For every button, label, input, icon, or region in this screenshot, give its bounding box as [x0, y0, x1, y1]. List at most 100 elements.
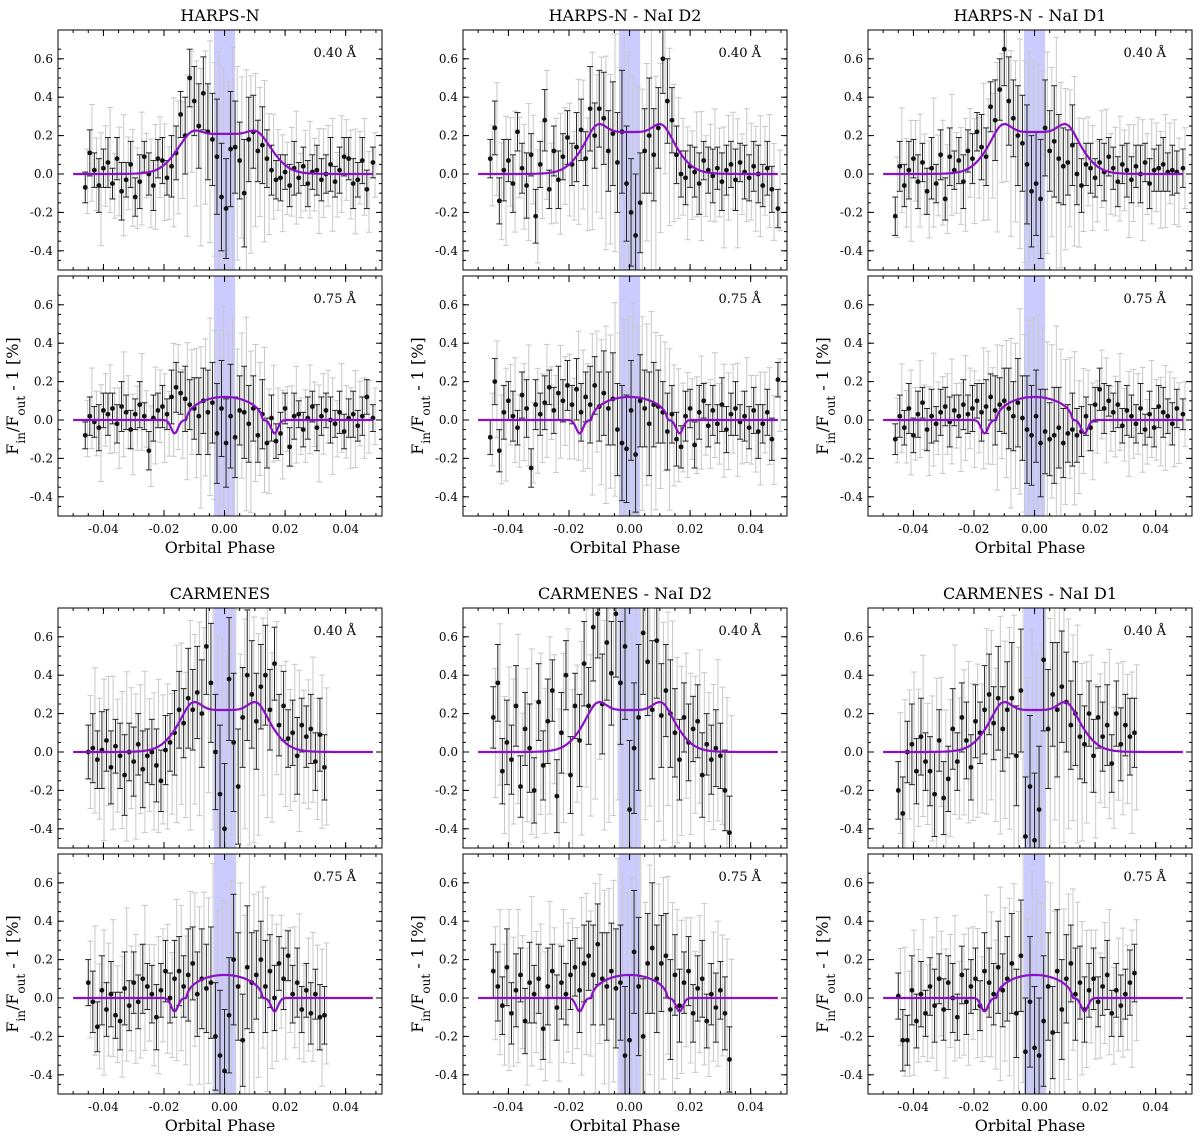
data-point [228, 413, 233, 419]
data-point [742, 413, 748, 419]
data-point [235, 984, 241, 989]
model-curve [73, 129, 373, 176]
data-point [628, 408, 634, 413]
data-point [1092, 402, 1098, 408]
data-point [719, 179, 725, 185]
data-point [536, 699, 542, 705]
data-point [154, 763, 159, 768]
y-tick-label: 0.0 [439, 167, 458, 181]
y-axis-label: Fin/Fout - 1 [%] [3, 915, 28, 1033]
data-point [337, 409, 343, 415]
y-tick-label: 0.4 [34, 336, 53, 350]
data-point [979, 409, 984, 415]
data-point [264, 156, 270, 162]
data-point [135, 741, 141, 747]
data-point [123, 409, 129, 415]
data-point [651, 152, 657, 158]
data-point [119, 188, 124, 194]
y-tick-label: -0.4 [435, 490, 459, 504]
data-point [775, 206, 781, 211]
data-point [683, 413, 688, 419]
data-point [1097, 386, 1103, 392]
y-axis-label-part: - 1 [%] [3, 915, 22, 974]
data-point [1115, 402, 1121, 408]
data-point [246, 137, 252, 142]
data-point [672, 730, 678, 736]
data-point [549, 688, 555, 693]
data-point [128, 427, 134, 432]
data-point [1156, 165, 1162, 171]
data-point [241, 190, 247, 196]
data-point [158, 778, 164, 784]
y-tick-label: 0.4 [34, 668, 53, 682]
data-point [132, 194, 138, 200]
data-point [970, 406, 975, 411]
data-point [540, 763, 546, 768]
data-point [714, 421, 720, 427]
data-point [714, 165, 720, 171]
data-point [1088, 165, 1093, 171]
data-point [319, 413, 324, 419]
y-tick-label: 0.2 [439, 375, 458, 389]
bandwidth-label: 0.75 Å [1124, 291, 1167, 307]
data-point [951, 167, 957, 173]
y-tick-label: -0.2 [435, 783, 458, 797]
y-tick-label: 0.2 [34, 129, 53, 143]
data-point [87, 413, 93, 419]
data-point [601, 390, 607, 396]
data-point [281, 976, 286, 982]
data-point [90, 999, 96, 1005]
data-point [674, 436, 679, 442]
bandwidth-label: 0.75 Å [719, 291, 762, 307]
data-point [108, 764, 114, 770]
data-point [364, 186, 370, 192]
x-tick-label: -0.02 [149, 522, 180, 536]
data-point [531, 788, 537, 793]
data-point [182, 396, 188, 402]
data-point [91, 167, 97, 173]
data-point [303, 987, 309, 993]
data-point [337, 167, 343, 173]
panel-3-0: -0.4 -0.2 0.0 0.2 0.4 0.6 0.40 Å CARMENES [30, 584, 383, 849]
data-point [1174, 406, 1180, 411]
data-point [1106, 398, 1112, 404]
y-axis-label-subscript: out [824, 396, 838, 416]
x-tick-label: 0.00 [616, 522, 643, 536]
data-point [222, 1068, 227, 1074]
data-point [228, 146, 233, 152]
data-point [244, 964, 250, 970]
data-point [683, 175, 688, 181]
data-point [924, 188, 930, 194]
data-point [253, 718, 259, 724]
data-point [113, 743, 118, 749]
data-point [624, 446, 629, 452]
data-point [200, 90, 206, 96]
data-point [160, 158, 165, 163]
data-point [551, 408, 557, 413]
data-point [710, 408, 716, 413]
data-point [572, 703, 578, 709]
data-point [509, 757, 514, 763]
data-point [94, 757, 100, 763]
data-point [300, 163, 306, 169]
data-point [724, 167, 729, 173]
data-point [633, 233, 638, 238]
data-point [196, 413, 202, 419]
data-point [272, 661, 277, 667]
data-point [119, 404, 124, 409]
data-point [1060, 163, 1066, 169]
data-point [983, 404, 989, 409]
data-point [636, 715, 642, 720]
data-point [664, 98, 670, 104]
data-point [1001, 398, 1007, 404]
data-point [359, 413, 365, 419]
data-point [1079, 183, 1084, 188]
data-point [205, 409, 211, 415]
data-point [355, 423, 361, 429]
data-point [194, 991, 200, 997]
data-point [141, 154, 147, 160]
y-tick-label: -0.2 [840, 451, 863, 465]
data-point [1069, 142, 1075, 148]
y-axis-label-part: - 1 [%] [813, 337, 832, 396]
y-axis-label-subscript: out [14, 974, 28, 994]
